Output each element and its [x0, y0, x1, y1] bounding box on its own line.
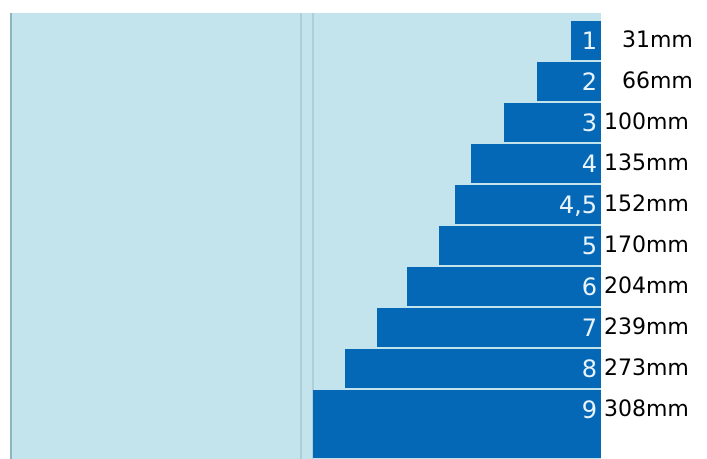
size-option-2[interactable]: 2 [537, 62, 601, 102]
size-label: 9 [581, 396, 597, 424]
size-label: 8 [581, 355, 597, 383]
size-value-7: 239mm [604, 315, 689, 340]
size-label: 4,5 [558, 191, 597, 219]
size-option-4[interactable]: 4 [471, 144, 601, 184]
size-label: 2 [581, 68, 597, 96]
size-value-4-5: 152mm [604, 192, 689, 217]
size-label: 6 [581, 273, 597, 301]
size-option-7[interactable]: 7 [377, 308, 601, 348]
size-option-1[interactable]: 1 [571, 21, 601, 61]
size-value-1: 31mm [622, 28, 693, 53]
size-value-5: 170mm [604, 233, 689, 258]
size-option-5[interactable]: 5 [439, 226, 601, 266]
size-option-6[interactable]: 6 [407, 267, 601, 307]
size-option-4-5[interactable]: 4,5 [455, 185, 601, 225]
size-label: 3 [581, 109, 597, 137]
size-option-8[interactable]: 8 [345, 349, 601, 389]
size-value-4: 135mm [604, 151, 689, 176]
size-label: 5 [581, 232, 597, 260]
size-value-9: 308mm [604, 397, 689, 422]
size-label: 1 [581, 27, 597, 55]
column-divider [300, 13, 314, 459]
size-value-6: 204mm [604, 274, 689, 299]
size-label: 4 [581, 150, 597, 178]
size-panel: 1 2 3 4 4,5 5 6 7 8 9 [10, 13, 601, 459]
size-option-3[interactable]: 3 [504, 103, 601, 143]
size-value-2: 66mm [622, 69, 693, 94]
size-value-8: 273mm [604, 356, 689, 381]
size-label: 7 [581, 314, 597, 342]
size-value-3: 100mm [604, 110, 689, 135]
size-option-9[interactable]: 9 [313, 390, 601, 459]
